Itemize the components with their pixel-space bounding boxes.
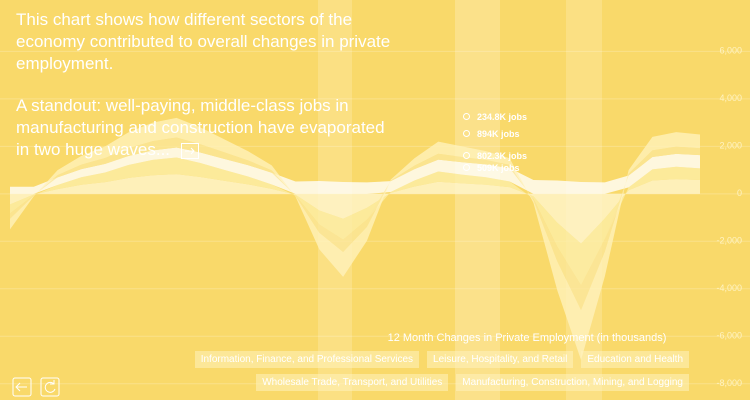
legend-item: Leisure, Hospitality, and Retail (427, 351, 574, 368)
annotation-marker (463, 130, 470, 137)
y-tick-label: 0 (737, 188, 742, 198)
area (10, 157, 700, 286)
back-button[interactable] (12, 377, 32, 397)
annotation: 509K jobs (477, 163, 520, 173)
y-tick-label: 4,000 (719, 93, 742, 103)
legend-item: Wholesale Trade, Transport, and Utilitie… (256, 374, 449, 391)
annotation: 894K jobs (477, 129, 520, 139)
replay-arrow (44, 380, 56, 393)
annotation-marker (463, 164, 470, 171)
next-button[interactable] (180, 142, 199, 159)
back-arrow (15, 382, 27, 392)
y-tick-label: 6,000 (719, 46, 742, 56)
highlight-text-body: A standout: well-paying, middle-class jo… (16, 96, 385, 159)
area (10, 174, 700, 244)
next-arrow (184, 147, 195, 154)
replay-button[interactable] (40, 377, 60, 397)
area (10, 147, 700, 194)
next-frame (180, 142, 199, 159)
highlight-band (455, 0, 500, 400)
legend-row: Wholesale Trade, Transport, and Utilitie… (256, 374, 689, 391)
y-tick-label: 2,000 (719, 141, 742, 151)
y-tick-label: -8,000 (716, 378, 742, 388)
annotation: 802.3K jobs (477, 151, 528, 161)
annotation-marker (463, 152, 470, 159)
axis-title: 12 Month Changes in Private Employment (… (387, 332, 667, 344)
legend-row: Information, Finance, and Professional S… (194, 351, 689, 368)
legend-item: Manufacturing, Construction, Mining, and… (456, 374, 689, 391)
replay-frame (40, 377, 60, 397)
y-tick-label: -2,000 (716, 236, 742, 246)
annotation: 234.8K jobs (477, 112, 528, 122)
legend-item: Information, Finance, and Professional S… (194, 351, 420, 368)
intro-text: This chart shows how different sectors o… (16, 10, 391, 73)
y-tick-label: -6,000 (716, 331, 742, 341)
y-tick-label: -4,000 (716, 283, 742, 293)
highlight-text: A standout: well-paying, middle-class jo… (16, 95, 396, 161)
back-frame (12, 377, 32, 397)
legend-item: Education and Health (581, 351, 689, 368)
annotation-marker (463, 113, 470, 120)
